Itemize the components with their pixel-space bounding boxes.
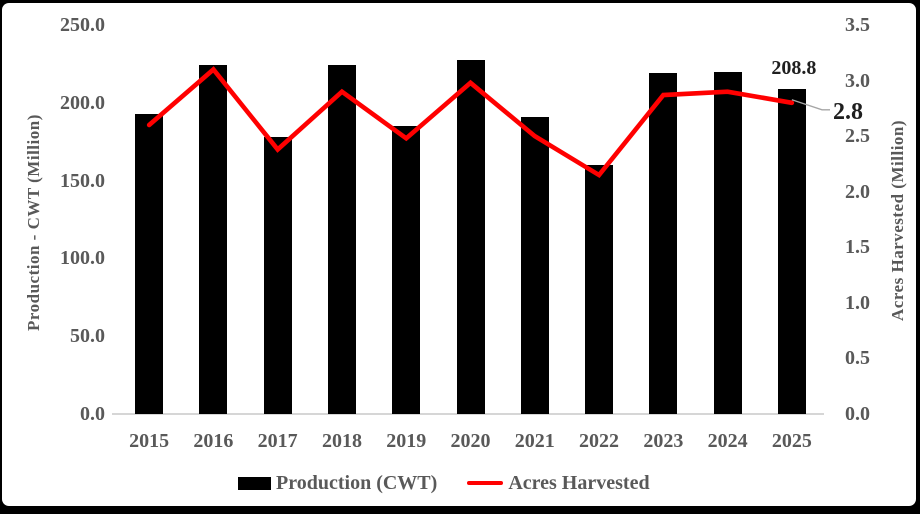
chart-canvas — [2, 3, 916, 506]
